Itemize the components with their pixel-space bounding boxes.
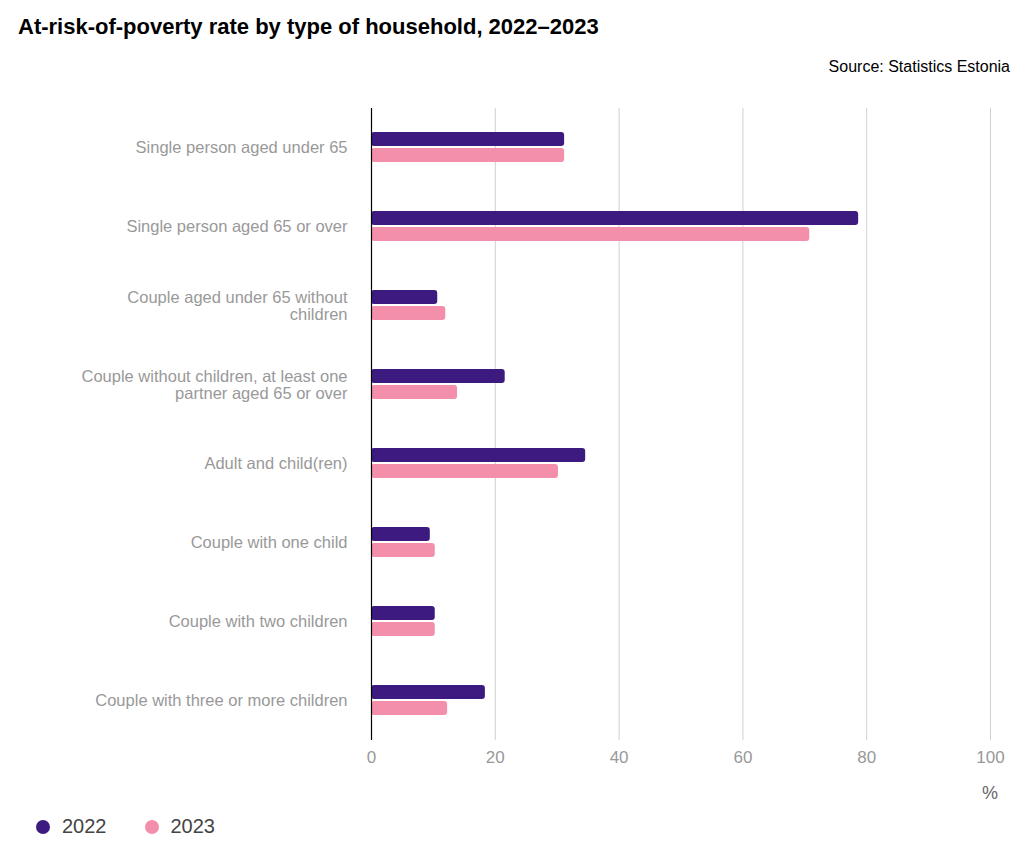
svg-text:20: 20: [486, 748, 505, 767]
svg-text:Adult and child(ren): Adult and child(ren): [204, 454, 347, 472]
svg-text:Couple with two children: Couple with two children: [169, 612, 348, 630]
html-text:2023: 2023: [170, 815, 215, 837]
svg-text:Couple with one child: Couple with one child: [191, 533, 348, 551]
svg-text:Single person aged under 65: Single person aged under 65: [136, 138, 348, 156]
svg-text:Single person aged 65 or over: Single person aged 65 or over: [126, 217, 348, 235]
svg-text:Couple aged under 65 withoutch: Couple aged under 65 withoutchildren: [127, 288, 348, 323]
html-text:At-risk-of-poverty rate by typ: At-risk-of-poverty rate by type of house…: [18, 14, 599, 39]
svg-text:100: 100: [976, 748, 1004, 767]
svg-text:80: 80: [857, 748, 876, 767]
html-text:2022: 2022: [62, 815, 107, 837]
svg-text:0: 0: [367, 748, 376, 767]
svg-text:Couple without children, at le: Couple without children, at least onepar…: [82, 367, 348, 402]
svg-text:Couple with three or more chil: Couple with three or more children: [95, 691, 347, 709]
html-text:Source: Statistics Estonia: Source: Statistics Estonia: [828, 58, 1010, 75]
svg-text:40: 40: [610, 748, 629, 767]
svg-text:60: 60: [733, 748, 752, 767]
